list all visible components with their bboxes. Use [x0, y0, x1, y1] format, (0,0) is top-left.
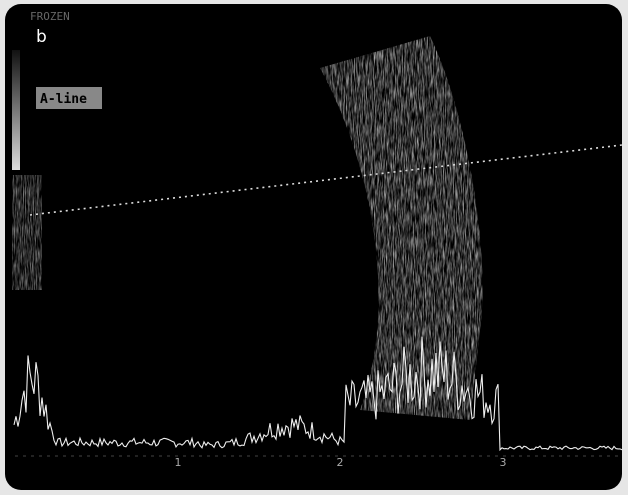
panel-label: b	[36, 27, 47, 47]
mode-label: A-line	[40, 92, 87, 107]
ultrasound-image: FROZEN b A-line 1 2 3	[0, 0, 628, 495]
gray-scale-bar	[12, 50, 20, 170]
scale-label: 1	[175, 456, 182, 469]
echo-strip	[12, 175, 42, 290]
scale-label: 3	[500, 456, 507, 469]
page: FROZEN b A-line 1 2 3 (() => { const dat…	[0, 0, 628, 495]
scale-label: 2	[337, 456, 344, 469]
status-text: FROZEN	[30, 10, 70, 23]
panel	[5, 4, 622, 490]
